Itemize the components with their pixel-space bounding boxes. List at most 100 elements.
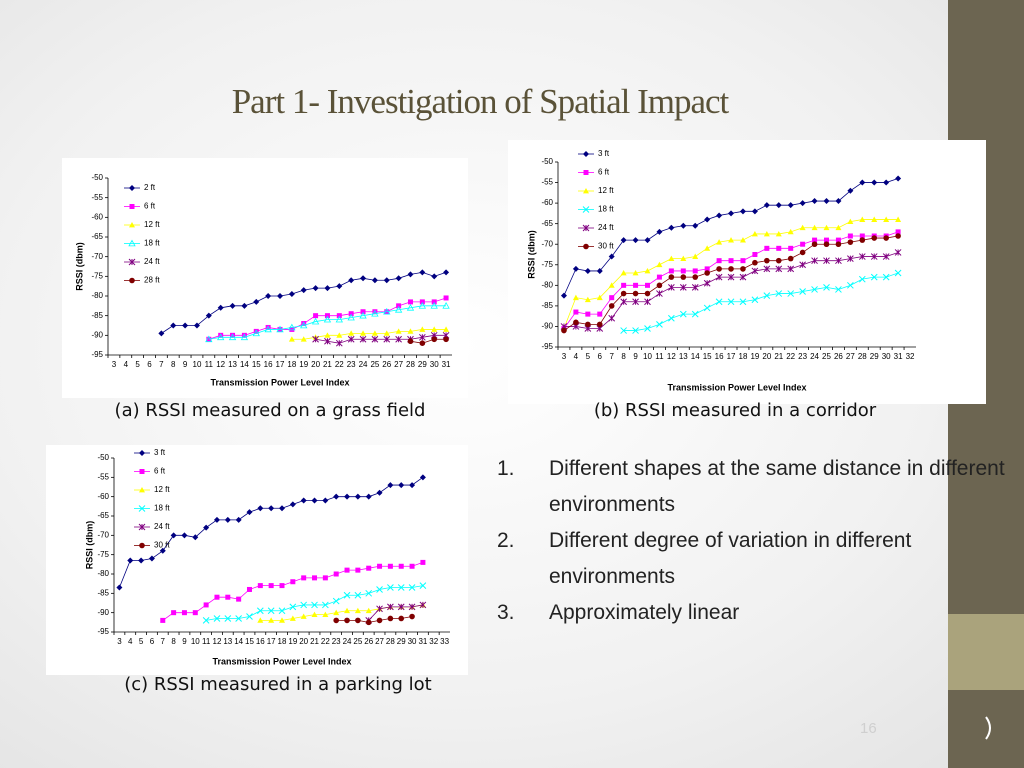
marker	[847, 255, 854, 262]
marker	[324, 332, 331, 338]
marker	[644, 267, 651, 274]
marker	[344, 617, 350, 624]
item-text: Approximately linear	[549, 601, 740, 624]
marker	[716, 239, 723, 245]
x-tick-label: 13	[223, 637, 232, 646]
marker	[656, 274, 662, 280]
marker	[572, 294, 579, 301]
marker	[181, 610, 187, 616]
marker	[127, 557, 134, 564]
marker	[265, 293, 272, 299]
marker	[344, 493, 351, 500]
marker	[354, 607, 361, 614]
marker	[632, 270, 639, 276]
slide-title: Part 1- Investigation of Spatial Impact	[231, 82, 730, 121]
marker	[608, 282, 615, 288]
x-tick-label: 25	[822, 352, 831, 361]
marker	[692, 268, 698, 274]
chart-area	[508, 140, 986, 404]
marker	[323, 315, 332, 323]
marker	[739, 208, 746, 215]
y-tick-label: -95	[97, 627, 109, 636]
marker	[799, 249, 806, 256]
x-axis-label: Transmission Power Level Index	[210, 377, 349, 387]
marker	[312, 335, 319, 343]
series-line	[410, 338, 447, 344]
x-tick-label: 5	[139, 637, 144, 646]
marker	[620, 270, 627, 276]
legend-label: 18 ft	[144, 239, 160, 248]
marker	[419, 474, 426, 481]
x-tick-label: 33	[440, 637, 449, 646]
legend-label: 3 ft	[154, 448, 166, 457]
x-tick-label: 22	[335, 360, 344, 369]
marker	[644, 237, 651, 244]
marker	[311, 601, 318, 609]
marker	[775, 230, 782, 237]
marker	[704, 266, 710, 272]
marker	[620, 327, 627, 334]
y-tick-label: -60	[541, 198, 553, 207]
marker	[322, 575, 328, 581]
y-tick-label: -65	[541, 219, 553, 228]
marker	[409, 563, 415, 569]
marker	[621, 282, 627, 288]
marker	[584, 267, 591, 274]
marker	[397, 584, 405, 591]
marker	[716, 212, 723, 219]
marker	[395, 328, 402, 334]
marker	[430, 302, 438, 309]
marker	[276, 325, 284, 333]
x-tick-label: 10	[191, 637, 200, 646]
marker	[129, 185, 135, 191]
marker	[394, 305, 403, 313]
marker	[668, 224, 675, 231]
marker	[716, 266, 722, 272]
marker	[288, 323, 296, 331]
x-tick-label: 6	[147, 360, 152, 369]
marker	[584, 296, 591, 303]
marker	[824, 237, 829, 243]
y-tick-label: -50	[97, 453, 109, 462]
y-axis-label: RSSI (dbm)	[526, 230, 536, 279]
marker	[354, 591, 362, 599]
marker	[257, 583, 263, 589]
marker	[608, 303, 615, 309]
bullet-list: 1. Different shapes at the same distance …	[497, 451, 1017, 631]
marker	[279, 617, 285, 623]
x-tick-label: 20	[762, 352, 771, 361]
x-tick-label: 11	[655, 352, 664, 361]
marker	[365, 589, 373, 597]
marker	[859, 216, 866, 222]
legend-label: 30 ft	[154, 541, 170, 550]
marker	[751, 230, 758, 237]
marker	[882, 253, 890, 260]
marker	[267, 607, 275, 615]
marker	[241, 302, 248, 309]
x-tick-label: 22	[786, 352, 795, 361]
marker	[679, 310, 687, 318]
x-tick-label: 9	[182, 637, 187, 646]
marker	[300, 336, 307, 342]
marker	[787, 290, 795, 297]
marker	[656, 228, 663, 235]
marker	[668, 284, 675, 291]
legend-label: 18 ft	[598, 205, 614, 214]
caption: (b) RSSI measured in a corridor	[593, 400, 877, 421]
marker	[596, 267, 603, 274]
marker	[572, 265, 579, 272]
marker	[376, 605, 383, 613]
marker	[763, 230, 770, 237]
x-tick-label: 27	[375, 637, 384, 646]
marker	[811, 198, 818, 205]
marker	[279, 505, 285, 512]
marker	[193, 322, 200, 329]
marker	[366, 565, 372, 571]
marker	[335, 339, 343, 347]
marker	[692, 253, 699, 259]
legend-label: 28 ft	[144, 276, 160, 285]
marker	[644, 325, 651, 332]
legend-label: 12 ft	[144, 220, 160, 229]
marker	[225, 594, 231, 600]
